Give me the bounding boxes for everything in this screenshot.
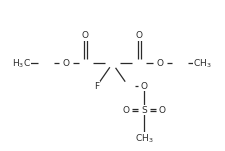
Text: O: O xyxy=(158,106,166,115)
Text: H$_3$C: H$_3$C xyxy=(12,57,31,70)
Text: O: O xyxy=(156,59,163,68)
Text: CH$_3$: CH$_3$ xyxy=(193,57,212,70)
Text: F: F xyxy=(94,82,99,91)
Text: O: O xyxy=(140,82,148,91)
Text: O: O xyxy=(136,31,143,40)
Text: O: O xyxy=(63,59,70,68)
Text: CH$_3$: CH$_3$ xyxy=(135,133,153,145)
Text: S: S xyxy=(141,106,147,115)
Text: O: O xyxy=(122,106,130,115)
Text: O: O xyxy=(82,31,89,40)
